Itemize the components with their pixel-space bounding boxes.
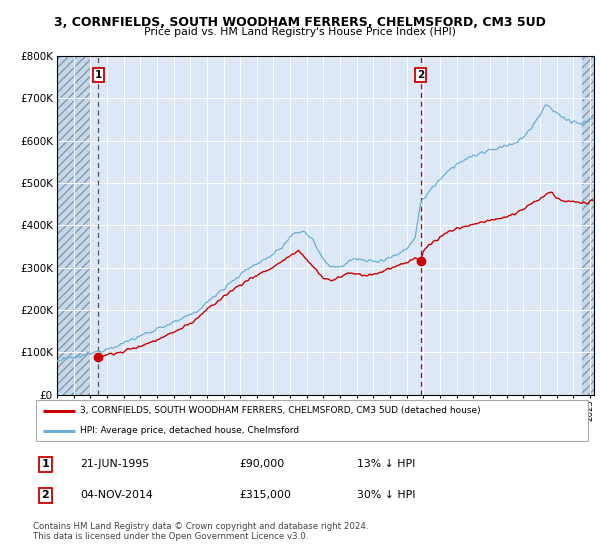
Text: 30% ↓ HPI: 30% ↓ HPI bbox=[356, 490, 415, 500]
FancyBboxPatch shape bbox=[36, 400, 588, 441]
Text: 1: 1 bbox=[95, 70, 102, 80]
Text: 21-JUN-1995: 21-JUN-1995 bbox=[80, 459, 149, 469]
Text: 1: 1 bbox=[41, 459, 49, 469]
Text: 13% ↓ HPI: 13% ↓ HPI bbox=[356, 459, 415, 469]
Text: £315,000: £315,000 bbox=[239, 490, 292, 500]
Text: 04-NOV-2014: 04-NOV-2014 bbox=[80, 490, 153, 500]
Text: 3, CORNFIELDS, SOUTH WOODHAM FERRERS, CHELMSFORD, CM3 5UD (detached house): 3, CORNFIELDS, SOUTH WOODHAM FERRERS, CH… bbox=[80, 406, 481, 415]
Text: Price paid vs. HM Land Registry's House Price Index (HPI): Price paid vs. HM Land Registry's House … bbox=[144, 27, 456, 38]
Text: HPI: Average price, detached house, Chelmsford: HPI: Average price, detached house, Chel… bbox=[80, 426, 299, 435]
Bar bbox=[57, 56, 91, 395]
Bar bbox=[581, 56, 594, 395]
Text: £90,000: £90,000 bbox=[239, 459, 285, 469]
Text: 3, CORNFIELDS, SOUTH WOODHAM FERRERS, CHELMSFORD, CM3 5UD: 3, CORNFIELDS, SOUTH WOODHAM FERRERS, CH… bbox=[54, 16, 546, 29]
Text: 2: 2 bbox=[41, 490, 49, 500]
Text: 2: 2 bbox=[417, 70, 424, 80]
Text: Contains HM Land Registry data © Crown copyright and database right 2024.
This d: Contains HM Land Registry data © Crown c… bbox=[33, 522, 368, 542]
